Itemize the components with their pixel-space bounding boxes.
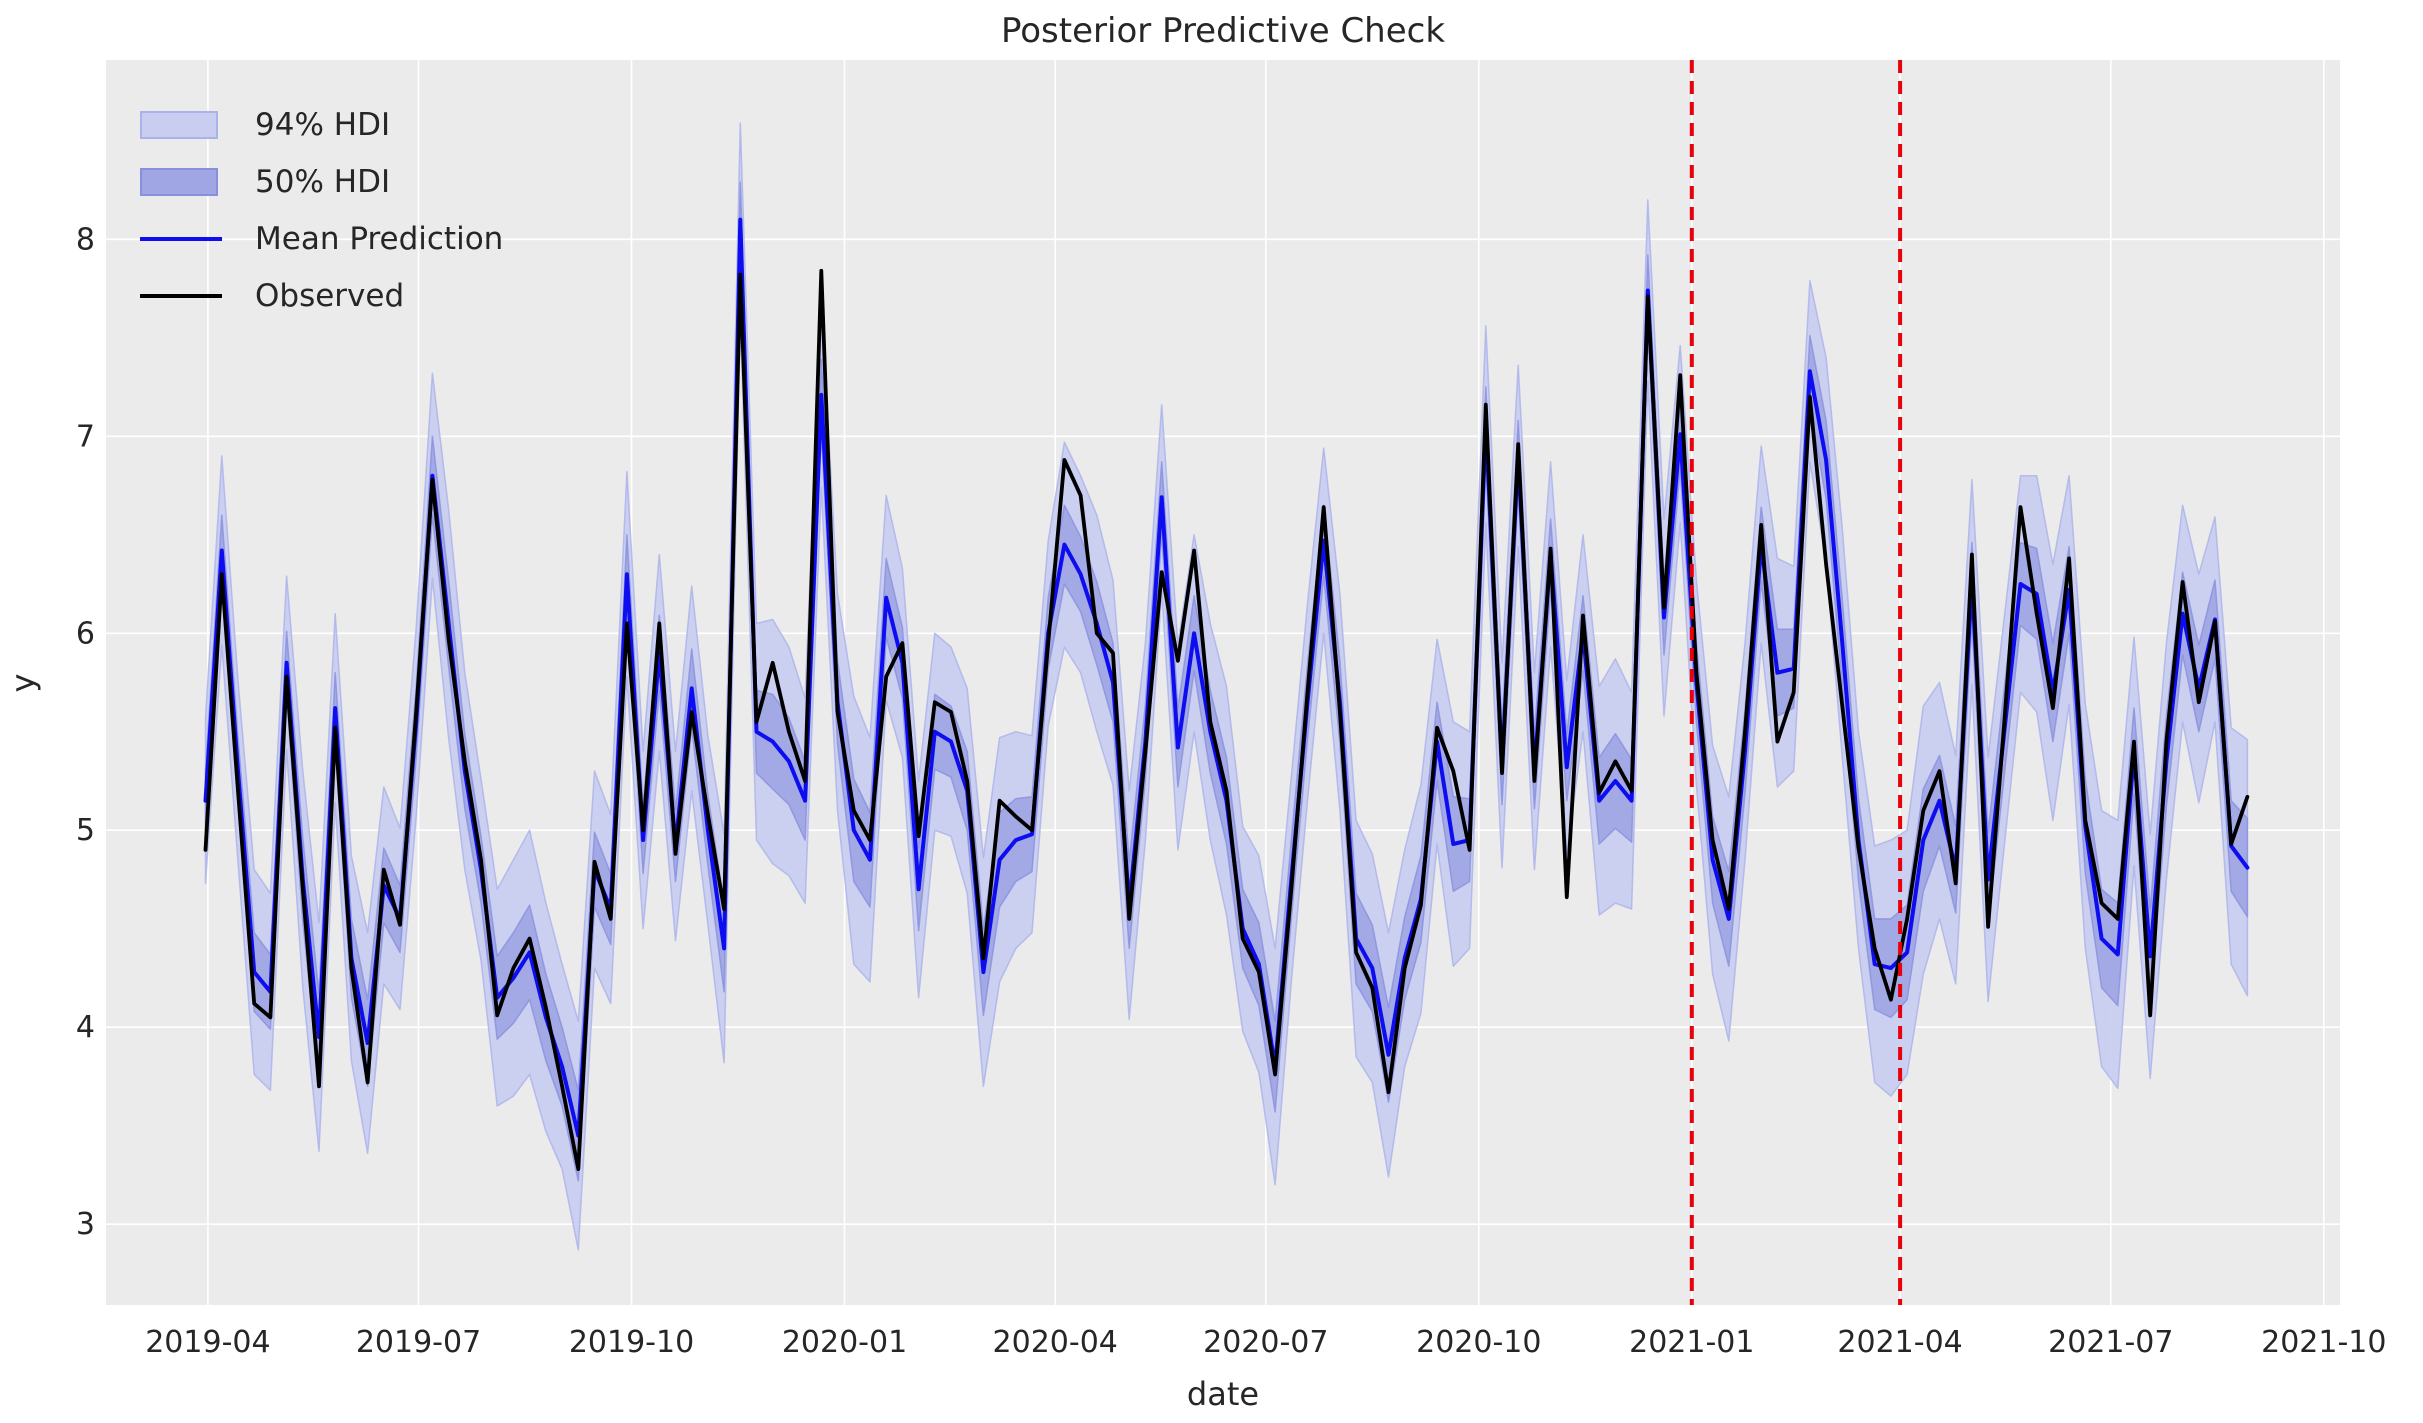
x-tick-label: 2019-04 [145, 1325, 270, 1360]
event-vlines [1689, 60, 1903, 1305]
y-tick-label: 5 [76, 813, 95, 848]
observed-line [203, 268, 2250, 1171]
x-tick-label: 2020-10 [1416, 1325, 1541, 1360]
legend-patch-icon [140, 168, 218, 196]
legend-label: 94% HDI [255, 107, 391, 143]
y-tick-label: 8 [76, 222, 95, 257]
legend-patch-icon [140, 111, 218, 139]
y-tick-label: 4 [76, 1010, 95, 1045]
hdi-band-polygon [204, 122, 2249, 1251]
legend-item-observed: Observed [140, 275, 503, 317]
x-tick-label: 2021-04 [1837, 1325, 1962, 1360]
x-tick-label: 2021-01 [1629, 1325, 1754, 1360]
y-tick-label: 6 [76, 616, 95, 651]
y-tick-label: 7 [76, 419, 95, 454]
hdi-94-band [204, 122, 2249, 1251]
legend-item-50-hdi: 50% HDI [140, 161, 503, 203]
x-axis-tick-labels: 2019-04 2019-07 2019-10 2020-01 2020-04 2020-… [145, 1325, 2386, 1360]
x-tick-label: 2019-10 [569, 1325, 694, 1360]
series-polyline [203, 268, 2250, 1171]
legend-item-mean-prediction: Mean Prediction [140, 218, 503, 260]
y-axis-label: y [4, 674, 42, 693]
x-tick-label: 2021-10 [2261, 1325, 2386, 1360]
x-axis-label: date [1187, 1375, 1259, 1413]
x-tick-label: 2020-01 [782, 1325, 907, 1360]
x-tick-label: 2020-04 [993, 1325, 1118, 1360]
legend-line-icon [140, 294, 222, 298]
legend-line-icon [140, 237, 222, 241]
legend-label: Observed [255, 278, 405, 314]
hdi-band-polygon [204, 181, 2249, 1182]
chart-title: Posterior Predictive Check [1001, 11, 1445, 51]
x-tick-label: 2019-07 [356, 1325, 481, 1360]
hdi-50-band [204, 181, 2249, 1182]
y-tick-label: 3 [76, 1207, 95, 1242]
legend: 94% HDI 50% HDI Mean Prediction Observed [140, 104, 503, 317]
x-tick-label: 2020-07 [1203, 1325, 1328, 1360]
y-axis-tick-labels: 3 4 5 6 7 8 [76, 222, 95, 1242]
legend-item-94-hdi: 94% HDI [140, 104, 503, 146]
legend-label: 50% HDI [255, 164, 391, 200]
legend-label: Mean Prediction [255, 221, 504, 257]
x-tick-label: 2021-07 [2048, 1325, 2173, 1360]
